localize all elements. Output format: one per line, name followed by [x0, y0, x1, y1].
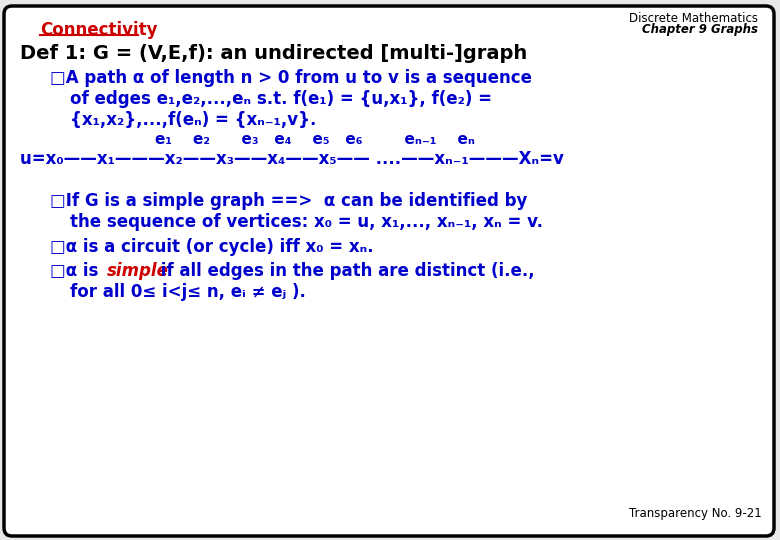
- Text: □α is a circuit (or cycle) iff x₀ = xₙ.: □α is a circuit (or cycle) iff x₀ = xₙ.: [50, 238, 374, 256]
- Text: Def 1: G = (V,E,f): an undirected [multi-]graph: Def 1: G = (V,E,f): an undirected [multi…: [20, 44, 527, 63]
- Text: if all edges in the path are distinct (i.e.,: if all edges in the path are distinct (i…: [155, 262, 534, 280]
- Text: the sequence of vertices: x₀ = u, x₁,..., xₙ₋₁, xₙ = v.: the sequence of vertices: x₀ = u, x₁,...…: [70, 213, 543, 231]
- Text: {x₁,x₂},...,f(eₙ) = {xₙ₋₁,v}.: {x₁,x₂},...,f(eₙ) = {xₙ₋₁,v}.: [70, 111, 317, 129]
- Text: Discrete Mathematics: Discrete Mathematics: [629, 12, 758, 25]
- Text: □A path α of length n > 0 from u to v is a sequence: □A path α of length n > 0 from u to v is…: [50, 69, 532, 87]
- Text: Connectivity: Connectivity: [40, 21, 158, 39]
- Text: for all 0≤ i<j≤ n, eᵢ ≠ eⱼ ).: for all 0≤ i<j≤ n, eᵢ ≠ eⱼ ).: [70, 283, 306, 301]
- FancyBboxPatch shape: [4, 6, 774, 536]
- Text: Transparency No. 9-21: Transparency No. 9-21: [629, 507, 762, 520]
- Text: u=x₀——x₁———x₂——x₃——x₄——x₅—— ....——xₙ₋₁———Xₙ=v: u=x₀——x₁———x₂——x₃——x₄——x₅—— ....——xₙ₋₁——…: [20, 150, 564, 168]
- Text: of edges e₁,e₂,...,eₙ s.t. f(e₁) = {u,x₁}, f(e₂) =: of edges e₁,e₂,...,eₙ s.t. f(e₁) = {u,x₁…: [70, 90, 492, 108]
- Text: □α is: □α is: [50, 262, 104, 280]
- Text: e₁    e₂      e₃   e₄    e₅   e₆        eₙ₋₁    eₙ: e₁ e₂ e₃ e₄ e₅ e₆ eₙ₋₁ eₙ: [155, 132, 475, 147]
- Text: Chapter 9 Graphs: Chapter 9 Graphs: [642, 23, 758, 36]
- Text: simple: simple: [107, 262, 169, 280]
- Text: □If G is a simple graph ==>  α can be identified by: □If G is a simple graph ==> α can be ide…: [50, 192, 527, 210]
